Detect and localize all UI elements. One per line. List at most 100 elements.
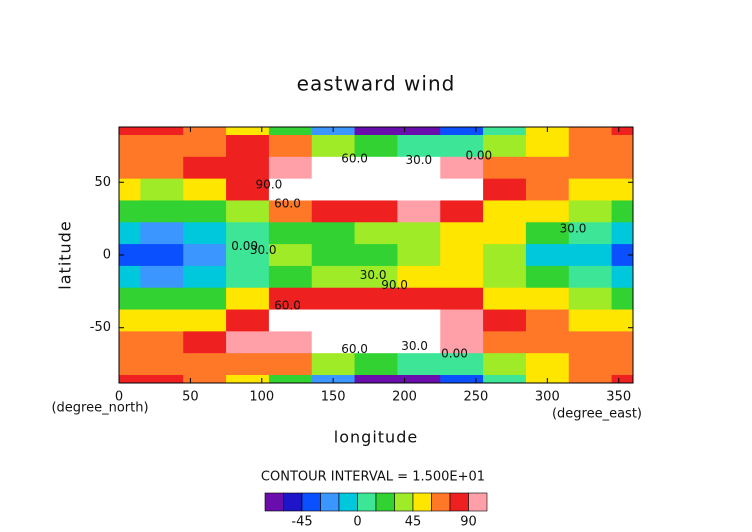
field-cell [119,244,141,267]
field-cell [268,178,313,201]
field-cell [568,375,613,383]
field-cell [525,135,570,158]
x-tick-label: 350 [606,390,631,405]
field-cell [119,222,141,245]
field-cell [226,178,270,201]
field-cell [183,331,227,354]
colorbar-box [449,492,469,512]
field-cell [440,156,484,180]
field-cell [226,375,270,383]
field-cell [226,156,270,180]
field-cell [440,353,484,376]
field-cell [268,287,313,311]
field [119,127,633,383]
field-cell [611,222,633,245]
colorbar-box [320,492,340,512]
field-cell [183,200,227,223]
field-cell [440,265,484,289]
y-unit: (degree_north) [51,401,148,416]
field-cell [183,222,227,245]
field-cell [354,127,398,136]
field-cell [397,222,441,245]
x-tick-label: 300 [535,390,560,405]
field-cell [183,127,227,136]
field-cell [568,200,613,223]
field-cell [354,222,398,245]
field-cell [525,353,570,376]
field-cell [568,331,613,354]
field-cell [140,178,184,201]
field-cell [525,178,570,201]
x-tick-label: 100 [249,390,274,405]
field-cell [611,244,633,267]
field-cell [440,200,484,223]
field-cell [140,287,184,311]
field-cell [483,200,527,223]
field-cell [226,309,270,332]
field-cell [311,244,356,267]
contour-label: 0.00 [465,149,492,163]
field-cell [354,200,398,223]
field-cell [611,353,633,376]
y-tick-label: -50 [90,320,111,335]
field-cell [226,287,270,311]
field-cell [483,265,527,289]
field-cell [440,287,484,311]
field-cell [397,127,441,136]
contour-label: 30.0 [401,339,428,353]
colorbar-box [264,492,284,512]
contour-label: 0.00 [231,239,258,253]
x-unit: (degree_east) [552,407,642,422]
x-tick-label: 250 [464,390,489,405]
field-cell [311,178,356,201]
field-cell [183,265,227,289]
field-cell [226,265,270,289]
field-cell [568,156,613,180]
field-cell [140,375,184,383]
field-cell [311,135,356,158]
field-cell [525,222,570,245]
field-cell [611,287,633,311]
contour-label: 0.00 [441,346,468,360]
field-cell [311,156,356,180]
colorbar-box [301,492,321,512]
field-cell [183,156,227,180]
contour-label: 90.0 [256,178,283,192]
field-cell [226,135,270,158]
field-cell [226,127,270,136]
colorbar-tick-label: 45 [405,515,422,530]
field-cell [311,200,356,223]
field-cell [119,127,141,136]
field-cell [397,135,441,158]
field-cell [397,375,441,383]
field-cell [440,222,484,245]
field-cell [268,353,313,376]
field-cell [483,178,527,201]
field-cell [140,135,184,158]
colorbar-tick-label: 0 [353,515,361,530]
field-cell [611,135,633,158]
field-cell [568,135,613,158]
field-cell [483,127,527,136]
field-cell [268,222,313,245]
field-cell [183,244,227,267]
field-cell [119,265,141,289]
field-cell [440,375,484,383]
field-cell [140,156,184,180]
field-cell [268,200,313,223]
field-cell [226,222,270,245]
x-tick-label: 50 [182,390,199,405]
field-cell [183,178,227,201]
y-axis-title: latitude [56,220,75,289]
contour-label: 30.0 [360,268,387,282]
field-cell [483,287,527,311]
field-cell [440,244,484,267]
field-cell [568,127,613,136]
field-cell [119,287,141,311]
field-cell [483,156,527,180]
field-cell [440,331,484,354]
field-cell [440,127,484,136]
field-cell [525,265,570,289]
field-cell [268,265,313,289]
